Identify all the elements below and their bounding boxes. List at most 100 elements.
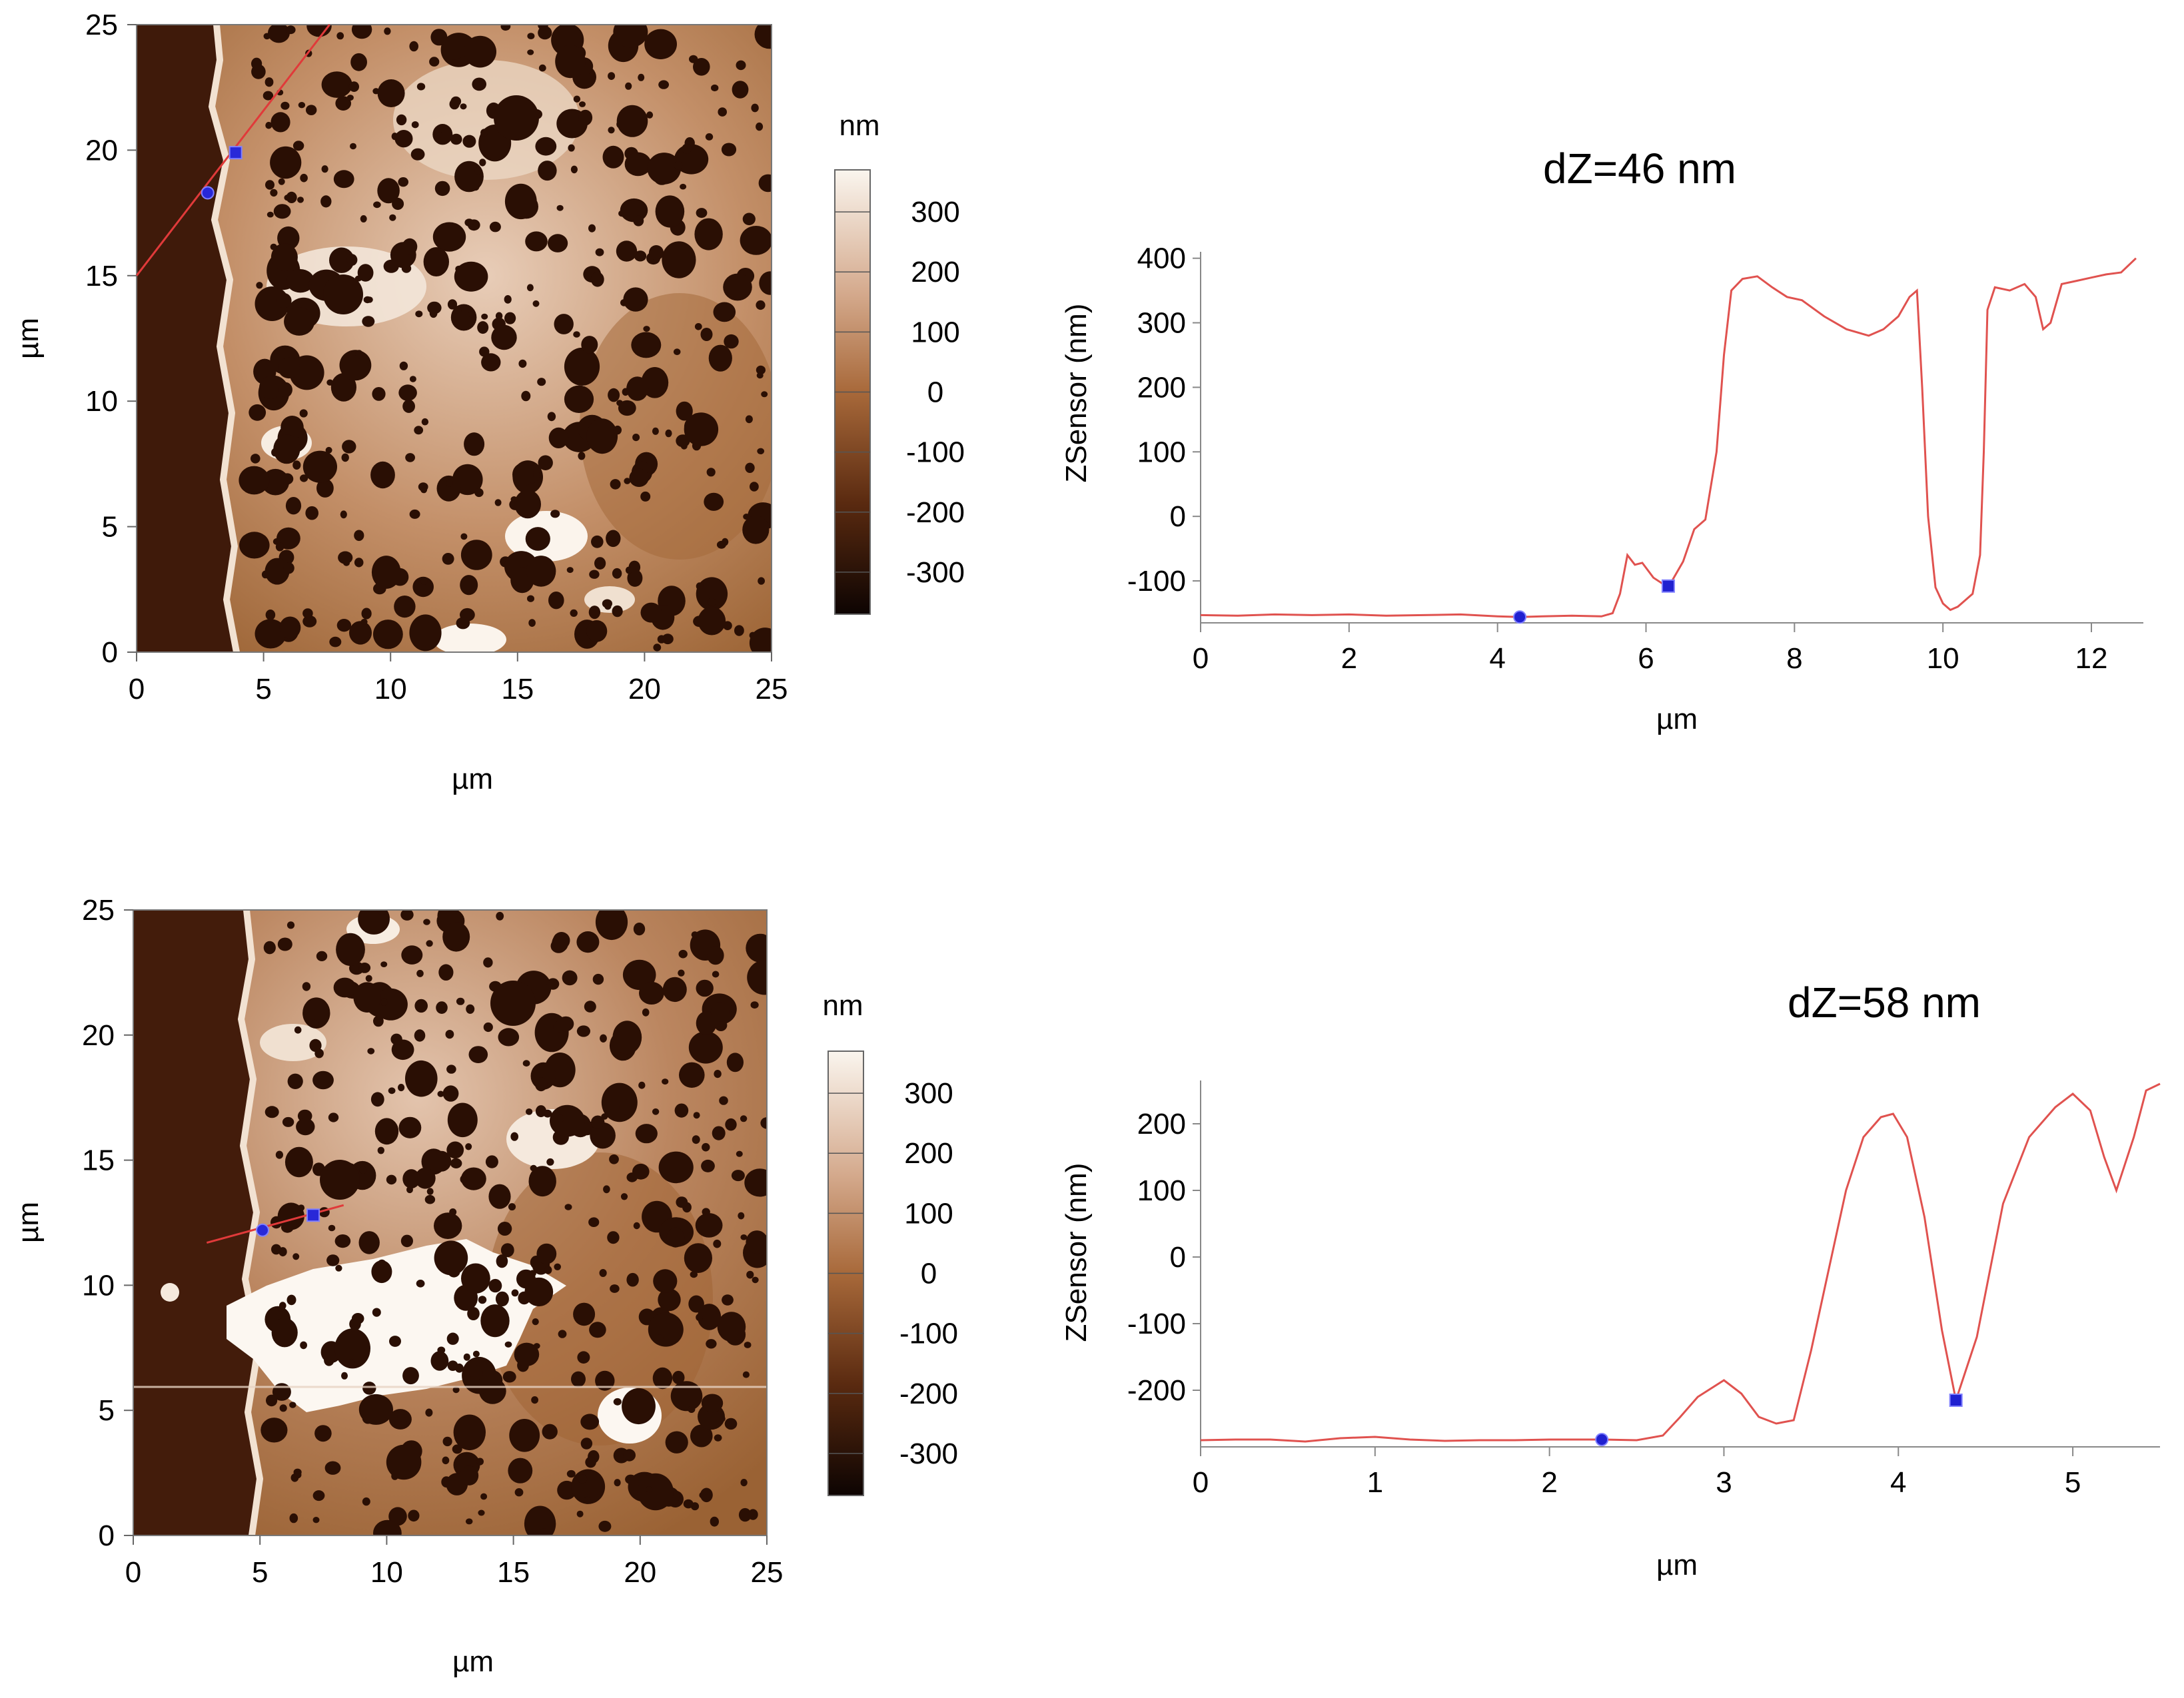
afm-pore (631, 332, 662, 358)
x-axis-label: µm (452, 1645, 494, 1678)
afm-pore (362, 316, 375, 327)
afm-pore (456, 617, 470, 630)
profile-marker-square (306, 1208, 320, 1222)
y-tick-label: 10 (85, 385, 118, 418)
afm-pore (723, 273, 752, 301)
afm-pore (423, 247, 449, 276)
afm-pore (447, 299, 458, 310)
afm-pore (514, 1488, 524, 1497)
afm-pore (542, 1424, 558, 1440)
afm-pore (524, 1277, 554, 1307)
afm-pore (353, 982, 381, 1013)
afm-pore (758, 174, 772, 193)
afm-pore (483, 1022, 493, 1033)
afm-pore (527, 595, 534, 602)
afm-pore (714, 1434, 722, 1442)
afm-pore (564, 1204, 572, 1210)
afm-pore (609, 1154, 619, 1164)
y-axis-label: µm (12, 318, 45, 359)
afm-pore (622, 1388, 656, 1425)
afm-pore (430, 1351, 449, 1371)
afm-pore (548, 234, 568, 252)
afm-pore (722, 1294, 734, 1306)
afm-pore (724, 1418, 738, 1430)
afm-pore (644, 29, 677, 59)
afm-pore (510, 496, 518, 502)
afm-pore (638, 73, 645, 81)
y-tick-label: 0 (99, 1519, 115, 1552)
afm-pore (576, 931, 600, 953)
afm-pore (495, 1291, 509, 1307)
afm-pore (537, 378, 546, 386)
afm-pore (656, 1334, 664, 1342)
afm-pore (372, 88, 380, 95)
afm-pore (409, 614, 442, 651)
afm-pore (265, 610, 276, 620)
afm-pore (740, 1479, 748, 1487)
afm-pore (658, 1151, 694, 1184)
afm-pore (557, 1114, 564, 1122)
afm-pore (461, 1263, 490, 1294)
afm-pore (544, 1266, 552, 1274)
profile-line (206, 1204, 344, 1244)
afm-pore (546, 978, 560, 990)
afm-pore (280, 416, 304, 439)
afm-pore (546, 1158, 554, 1166)
afm-pore (742, 212, 756, 226)
afm-pore (466, 1004, 475, 1014)
afm-pore (480, 129, 488, 137)
colorbar: nm 300 200 100 0 -100 -200 -300 (834, 109, 965, 615)
afm-pore (280, 101, 290, 110)
afm-pore (416, 969, 424, 977)
afm-bright-patch (260, 1024, 326, 1061)
afm-pore (701, 1159, 715, 1172)
afm-pore (357, 264, 374, 282)
afm-pore (474, 488, 484, 498)
afm-pore (398, 384, 417, 401)
afm-pore (362, 1382, 376, 1395)
afm-pore (657, 635, 666, 643)
afm-pore (627, 569, 643, 587)
afm-pore (742, 1371, 750, 1378)
afm-pore (538, 64, 546, 72)
afm-substrate-region (137, 25, 237, 652)
afm-pore (400, 1234, 414, 1248)
afm-pore (296, 1118, 315, 1136)
afm-pore (595, 248, 604, 256)
afm-pore (504, 312, 516, 324)
afm-pore (300, 1341, 307, 1350)
x-tick-label: 5 (2065, 1466, 2081, 1499)
afm-pore (464, 432, 485, 456)
afm-pore (548, 1013, 556, 1020)
afm-pore (508, 1458, 533, 1484)
afm-pore (749, 628, 772, 652)
afm-pore (581, 336, 598, 354)
afm-pore (460, 575, 478, 596)
afm-pore (386, 1444, 422, 1480)
afm-pore (732, 81, 749, 99)
afm-pore (265, 121, 273, 129)
afm-pore (298, 102, 306, 109)
colorbar-unit: nm (822, 989, 863, 1022)
afm-pore (434, 181, 450, 197)
afm-pore (742, 516, 770, 544)
afm-pore (305, 506, 319, 520)
afm-pore (713, 1239, 722, 1248)
afm-pore (314, 1425, 332, 1442)
afm-pore (752, 1276, 759, 1284)
afm-pore (376, 910, 387, 915)
afm-pore (632, 434, 640, 442)
afm-pore (438, 964, 454, 981)
afm-bright-spot (161, 1283, 179, 1302)
afm-pore (612, 1021, 642, 1055)
afm-pore (525, 231, 548, 252)
afm-pore (534, 1077, 548, 1092)
afm-pore (652, 1108, 660, 1115)
afm-pore (336, 619, 352, 632)
y-tick-label: 20 (82, 1019, 115, 1052)
afm-pore (653, 643, 662, 651)
afm-pore (399, 361, 408, 370)
y-tick-label: 100 (1137, 1174, 1186, 1207)
y-tick-label: 0 (1170, 1241, 1186, 1274)
afm-pore (286, 921, 295, 929)
